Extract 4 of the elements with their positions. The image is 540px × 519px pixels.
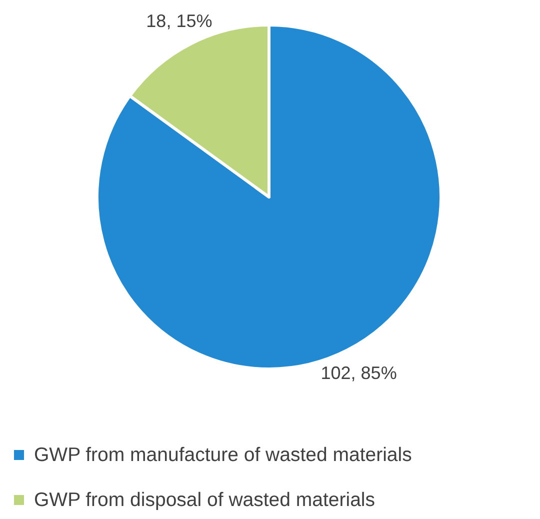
data-label: 18, 15% — [146, 10, 212, 31]
legend-label: GWP from disposal of wasted materials — [34, 489, 376, 511]
legend-label: GWP from manufacture of wasted materials — [34, 444, 412, 466]
data-label: 102, 85% — [320, 363, 397, 384]
